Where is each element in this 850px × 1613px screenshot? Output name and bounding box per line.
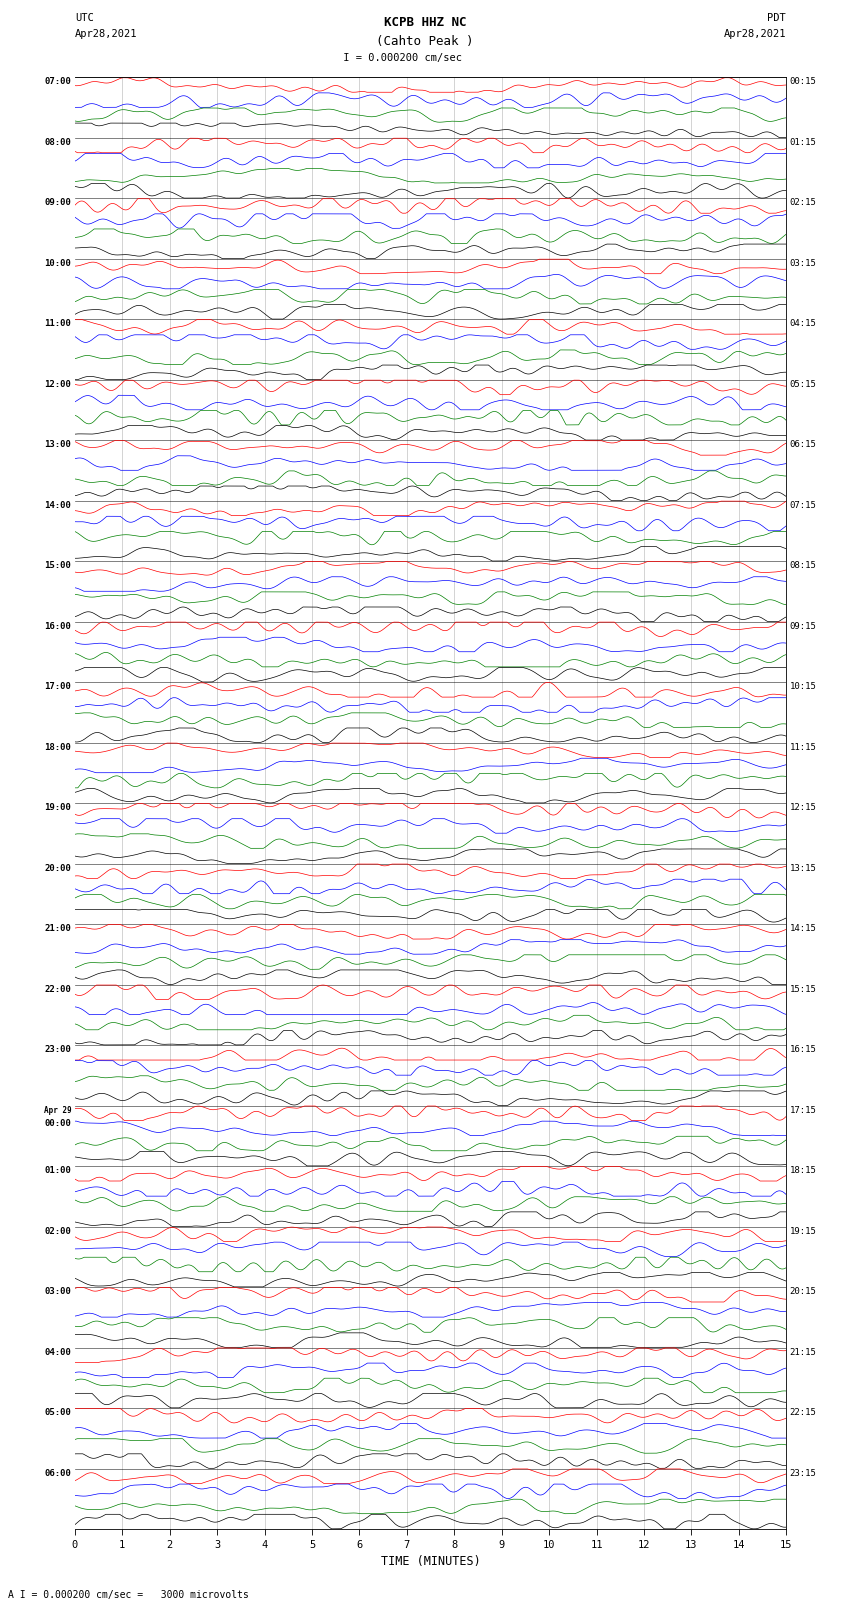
Text: 10:00: 10:00 xyxy=(44,260,71,268)
Text: 10:15: 10:15 xyxy=(790,682,817,692)
Text: I = 0.000200 cm/sec: I = 0.000200 cm/sec xyxy=(337,53,462,63)
Text: 05:15: 05:15 xyxy=(790,381,817,389)
Text: 18:15: 18:15 xyxy=(790,1166,817,1176)
Text: 08:00: 08:00 xyxy=(44,139,71,147)
Text: 16:15: 16:15 xyxy=(790,1045,817,1055)
Text: 09:00: 09:00 xyxy=(44,198,71,208)
Text: 22:00: 22:00 xyxy=(44,984,71,994)
Text: 06:15: 06:15 xyxy=(790,440,817,450)
Text: 18:00: 18:00 xyxy=(44,742,71,752)
Text: 01:00: 01:00 xyxy=(44,1166,71,1176)
Text: 15:00: 15:00 xyxy=(44,561,71,571)
Text: 14:15: 14:15 xyxy=(790,924,817,934)
Text: 13:00: 13:00 xyxy=(44,440,71,450)
Text: UTC: UTC xyxy=(75,13,94,23)
Text: 02:15: 02:15 xyxy=(790,198,817,208)
Text: 05:00: 05:00 xyxy=(44,1408,71,1418)
Text: Apr28,2021: Apr28,2021 xyxy=(723,29,786,39)
Text: KCPB HHZ NC: KCPB HHZ NC xyxy=(383,16,467,29)
Text: 20:00: 20:00 xyxy=(44,865,71,873)
Text: 11:00: 11:00 xyxy=(44,319,71,329)
Text: 17:15: 17:15 xyxy=(790,1107,817,1115)
Text: 23:00: 23:00 xyxy=(44,1045,71,1055)
Text: Apr 29: Apr 29 xyxy=(43,1107,71,1115)
Text: 21:15: 21:15 xyxy=(790,1348,817,1357)
Text: 21:00: 21:00 xyxy=(44,924,71,934)
Text: 11:15: 11:15 xyxy=(790,742,817,752)
Text: 12:00: 12:00 xyxy=(44,381,71,389)
Text: 19:15: 19:15 xyxy=(790,1227,817,1236)
Text: 02:00: 02:00 xyxy=(44,1227,71,1236)
Text: 13:15: 13:15 xyxy=(790,865,817,873)
Text: 19:00: 19:00 xyxy=(44,803,71,813)
Text: 03:00: 03:00 xyxy=(44,1287,71,1297)
Text: 08:15: 08:15 xyxy=(790,561,817,571)
Text: 12:15: 12:15 xyxy=(790,803,817,813)
Text: 07:00: 07:00 xyxy=(44,77,71,87)
Text: 16:00: 16:00 xyxy=(44,621,71,631)
Text: 15:15: 15:15 xyxy=(790,984,817,994)
Text: 01:15: 01:15 xyxy=(790,139,817,147)
Text: 03:15: 03:15 xyxy=(790,260,817,268)
Text: Apr28,2021: Apr28,2021 xyxy=(75,29,138,39)
X-axis label: TIME (MINUTES): TIME (MINUTES) xyxy=(381,1555,480,1568)
Text: 07:15: 07:15 xyxy=(790,500,817,510)
Text: 06:00: 06:00 xyxy=(44,1468,71,1478)
Text: 00:15: 00:15 xyxy=(790,77,817,87)
Text: 14:00: 14:00 xyxy=(44,500,71,510)
Text: 04:15: 04:15 xyxy=(790,319,817,329)
Text: PDT: PDT xyxy=(768,13,786,23)
Text: 20:15: 20:15 xyxy=(790,1287,817,1297)
Text: 17:00: 17:00 xyxy=(44,682,71,692)
Text: 22:15: 22:15 xyxy=(790,1408,817,1418)
Text: 00:00: 00:00 xyxy=(44,1119,71,1127)
Text: 04:00: 04:00 xyxy=(44,1348,71,1357)
Text: (Cahto Peak ): (Cahto Peak ) xyxy=(377,35,473,48)
Text: A I = 0.000200 cm/sec =   3000 microvolts: A I = 0.000200 cm/sec = 3000 microvolts xyxy=(8,1590,249,1600)
Text: 23:15: 23:15 xyxy=(790,1468,817,1478)
Text: 09:15: 09:15 xyxy=(790,621,817,631)
